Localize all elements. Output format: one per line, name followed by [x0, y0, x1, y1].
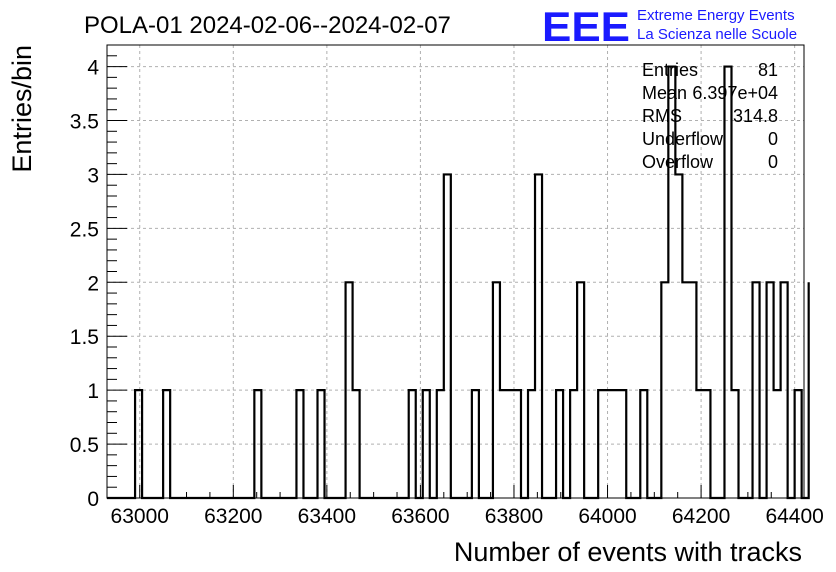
y-tick-label: 2	[87, 272, 99, 295]
x-tick-label: 63800	[485, 505, 543, 528]
y-tick-label: 3	[87, 164, 99, 187]
eee-logo-mark: EEE	[542, 3, 630, 50]
stats-label: Overflow	[642, 152, 714, 172]
stats-value: 0	[768, 152, 778, 172]
axis-ticks	[107, 55, 796, 499]
x-tick-label: 63400	[298, 505, 356, 528]
grid-lines	[107, 45, 804, 499]
stats-value: 6.397e+04	[692, 83, 778, 103]
eee-logo-line2: La Scienza nelle Scuole	[637, 26, 797, 43]
x-tick-label: 64200	[672, 505, 730, 528]
eee-logo-line1: Extreme Energy Events	[637, 7, 795, 24]
x-tick-label: 64400	[765, 505, 823, 528]
y-tick-label: 4	[87, 57, 99, 80]
y-tick-label: 2.5	[70, 218, 99, 241]
stats-box: Entries 81 Mean 6.397e+04 RMS 314.8 Underflow 0…	[642, 60, 778, 172]
x-tick-label: 63000	[111, 505, 169, 528]
plot-frame	[106, 44, 805, 499]
y-tick-label: 0.5	[70, 434, 99, 457]
tick-labels: 63000 63200 63400 63600 63800 64000 64200 64400…	[70, 57, 824, 528]
x-tick-label: 64000	[578, 505, 636, 528]
chart-title: POLA-01 2024-02-06--2024-02-07	[84, 12, 451, 39]
stats-value: 81	[758, 60, 778, 80]
y-tick-label: 1.5	[70, 326, 99, 349]
stats-label: Entries	[642, 60, 698, 80]
eee-logo: EEE Extreme Energy Events La Scienza nel…	[542, 3, 797, 50]
stats-value: 314.8	[733, 106, 778, 126]
y-axis-title: Entries/bin	[7, 45, 37, 173]
y-tick-label: 1	[87, 380, 99, 403]
y-tick-label: 0	[87, 488, 99, 511]
stats-label: Underflow	[642, 129, 724, 149]
x-tick-label: 63200	[204, 505, 262, 528]
x-axis-title: Number of events with tracks	[454, 537, 802, 567]
stats-label: RMS	[642, 106, 682, 126]
y-tick-label: 3.5	[70, 111, 99, 134]
stats-label: Mean	[642, 83, 687, 103]
x-tick-label: 63600	[391, 505, 449, 528]
stats-value: 0	[768, 129, 778, 149]
